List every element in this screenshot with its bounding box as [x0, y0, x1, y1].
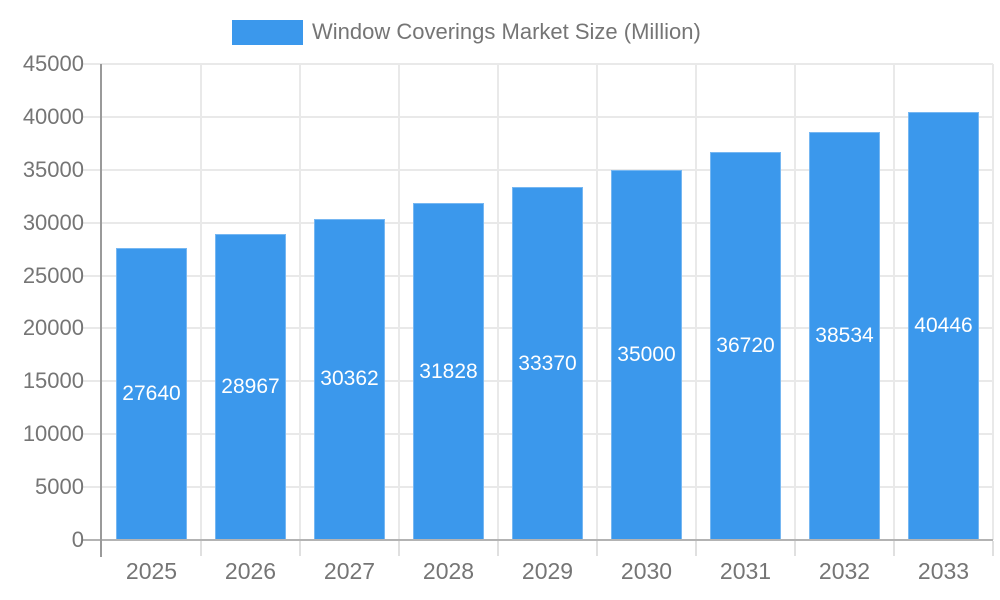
x-gridline [695, 64, 697, 540]
bar[interactable] [512, 187, 583, 540]
x-axis-tick-label: 2025 [125, 558, 178, 584]
y-axis-tick-label: 40000 [22, 103, 84, 129]
legend-swatch [232, 19, 303, 45]
bar-value-label: 27640 [122, 381, 181, 405]
y-axis-tick-label: 15000 [22, 368, 84, 394]
x-axis-tick [398, 541, 400, 556]
chart-legend: Window Coverings Market Size (Million) [232, 19, 701, 45]
bar[interactable] [215, 233, 286, 540]
y-axis-tick-label: 25000 [22, 262, 84, 288]
y-axis-tick-label: 5000 [35, 474, 84, 500]
y-axis-tick-label: 35000 [22, 156, 84, 182]
x-axis-tick-label: 2030 [620, 558, 673, 584]
y-gridline [82, 63, 993, 65]
x-axis-tick [794, 541, 796, 556]
x-gridline [992, 64, 994, 540]
y-gridline [82, 168, 993, 171]
bar-value-label: 40446 [914, 314, 973, 338]
x-axis-baseline [82, 539, 993, 541]
bar-value-label: 38534 [815, 324, 874, 348]
bar[interactable] [908, 112, 979, 540]
bar[interactable] [809, 132, 880, 540]
bar[interactable] [710, 151, 781, 540]
y-gridline [82, 115, 993, 118]
bar-value-label: 36720 [716, 333, 775, 357]
x-axis-tick-label: 2031 [719, 558, 772, 584]
y-axis-tick-label: 20000 [22, 315, 84, 341]
bar[interactable] [611, 169, 682, 540]
y-axis-tick-label: 30000 [22, 209, 84, 235]
x-axis-tick-label: 2026 [224, 558, 277, 584]
y-axis-tick-label: 0 [71, 527, 84, 552]
bar-value-label: 30362 [320, 367, 379, 391]
x-gridline [596, 64, 598, 540]
x-gridline [497, 64, 499, 540]
bar[interactable] [116, 247, 187, 540]
x-gridline [200, 64, 202, 540]
x-gridline [794, 64, 796, 540]
bar-value-label: 33370 [518, 351, 577, 375]
x-gridline [893, 64, 895, 540]
x-gridline [398, 64, 400, 540]
y-axis-tick-label: 45000 [22, 51, 84, 76]
x-axis-tick [299, 541, 301, 556]
x-gridline [299, 64, 301, 540]
x-axis-tick-label: 2029 [521, 558, 574, 584]
bar-value-label: 28967 [221, 374, 280, 398]
x-axis-tick [497, 541, 499, 556]
x-axis-tick-label: 2032 [818, 558, 871, 584]
x-axis-tick [596, 541, 598, 556]
x-axis-tick [992, 541, 994, 556]
bar-value-label: 35000 [617, 342, 676, 366]
bar-value-label: 31828 [419, 359, 478, 383]
x-axis-tick [695, 541, 697, 556]
y-axis-tick-label: 10000 [22, 421, 84, 447]
bar[interactable] [314, 218, 385, 540]
x-axis-tick [200, 541, 202, 556]
legend-label: Window Coverings Market Size (Million) [312, 19, 701, 44]
y-axis-line [100, 64, 102, 557]
x-axis-tick-label: 2033 [917, 558, 970, 584]
x-axis-tick [893, 541, 895, 556]
x-axis-tick-label: 2028 [422, 558, 475, 584]
bar[interactable] [413, 203, 484, 540]
x-axis-tick-label: 2027 [323, 558, 376, 584]
